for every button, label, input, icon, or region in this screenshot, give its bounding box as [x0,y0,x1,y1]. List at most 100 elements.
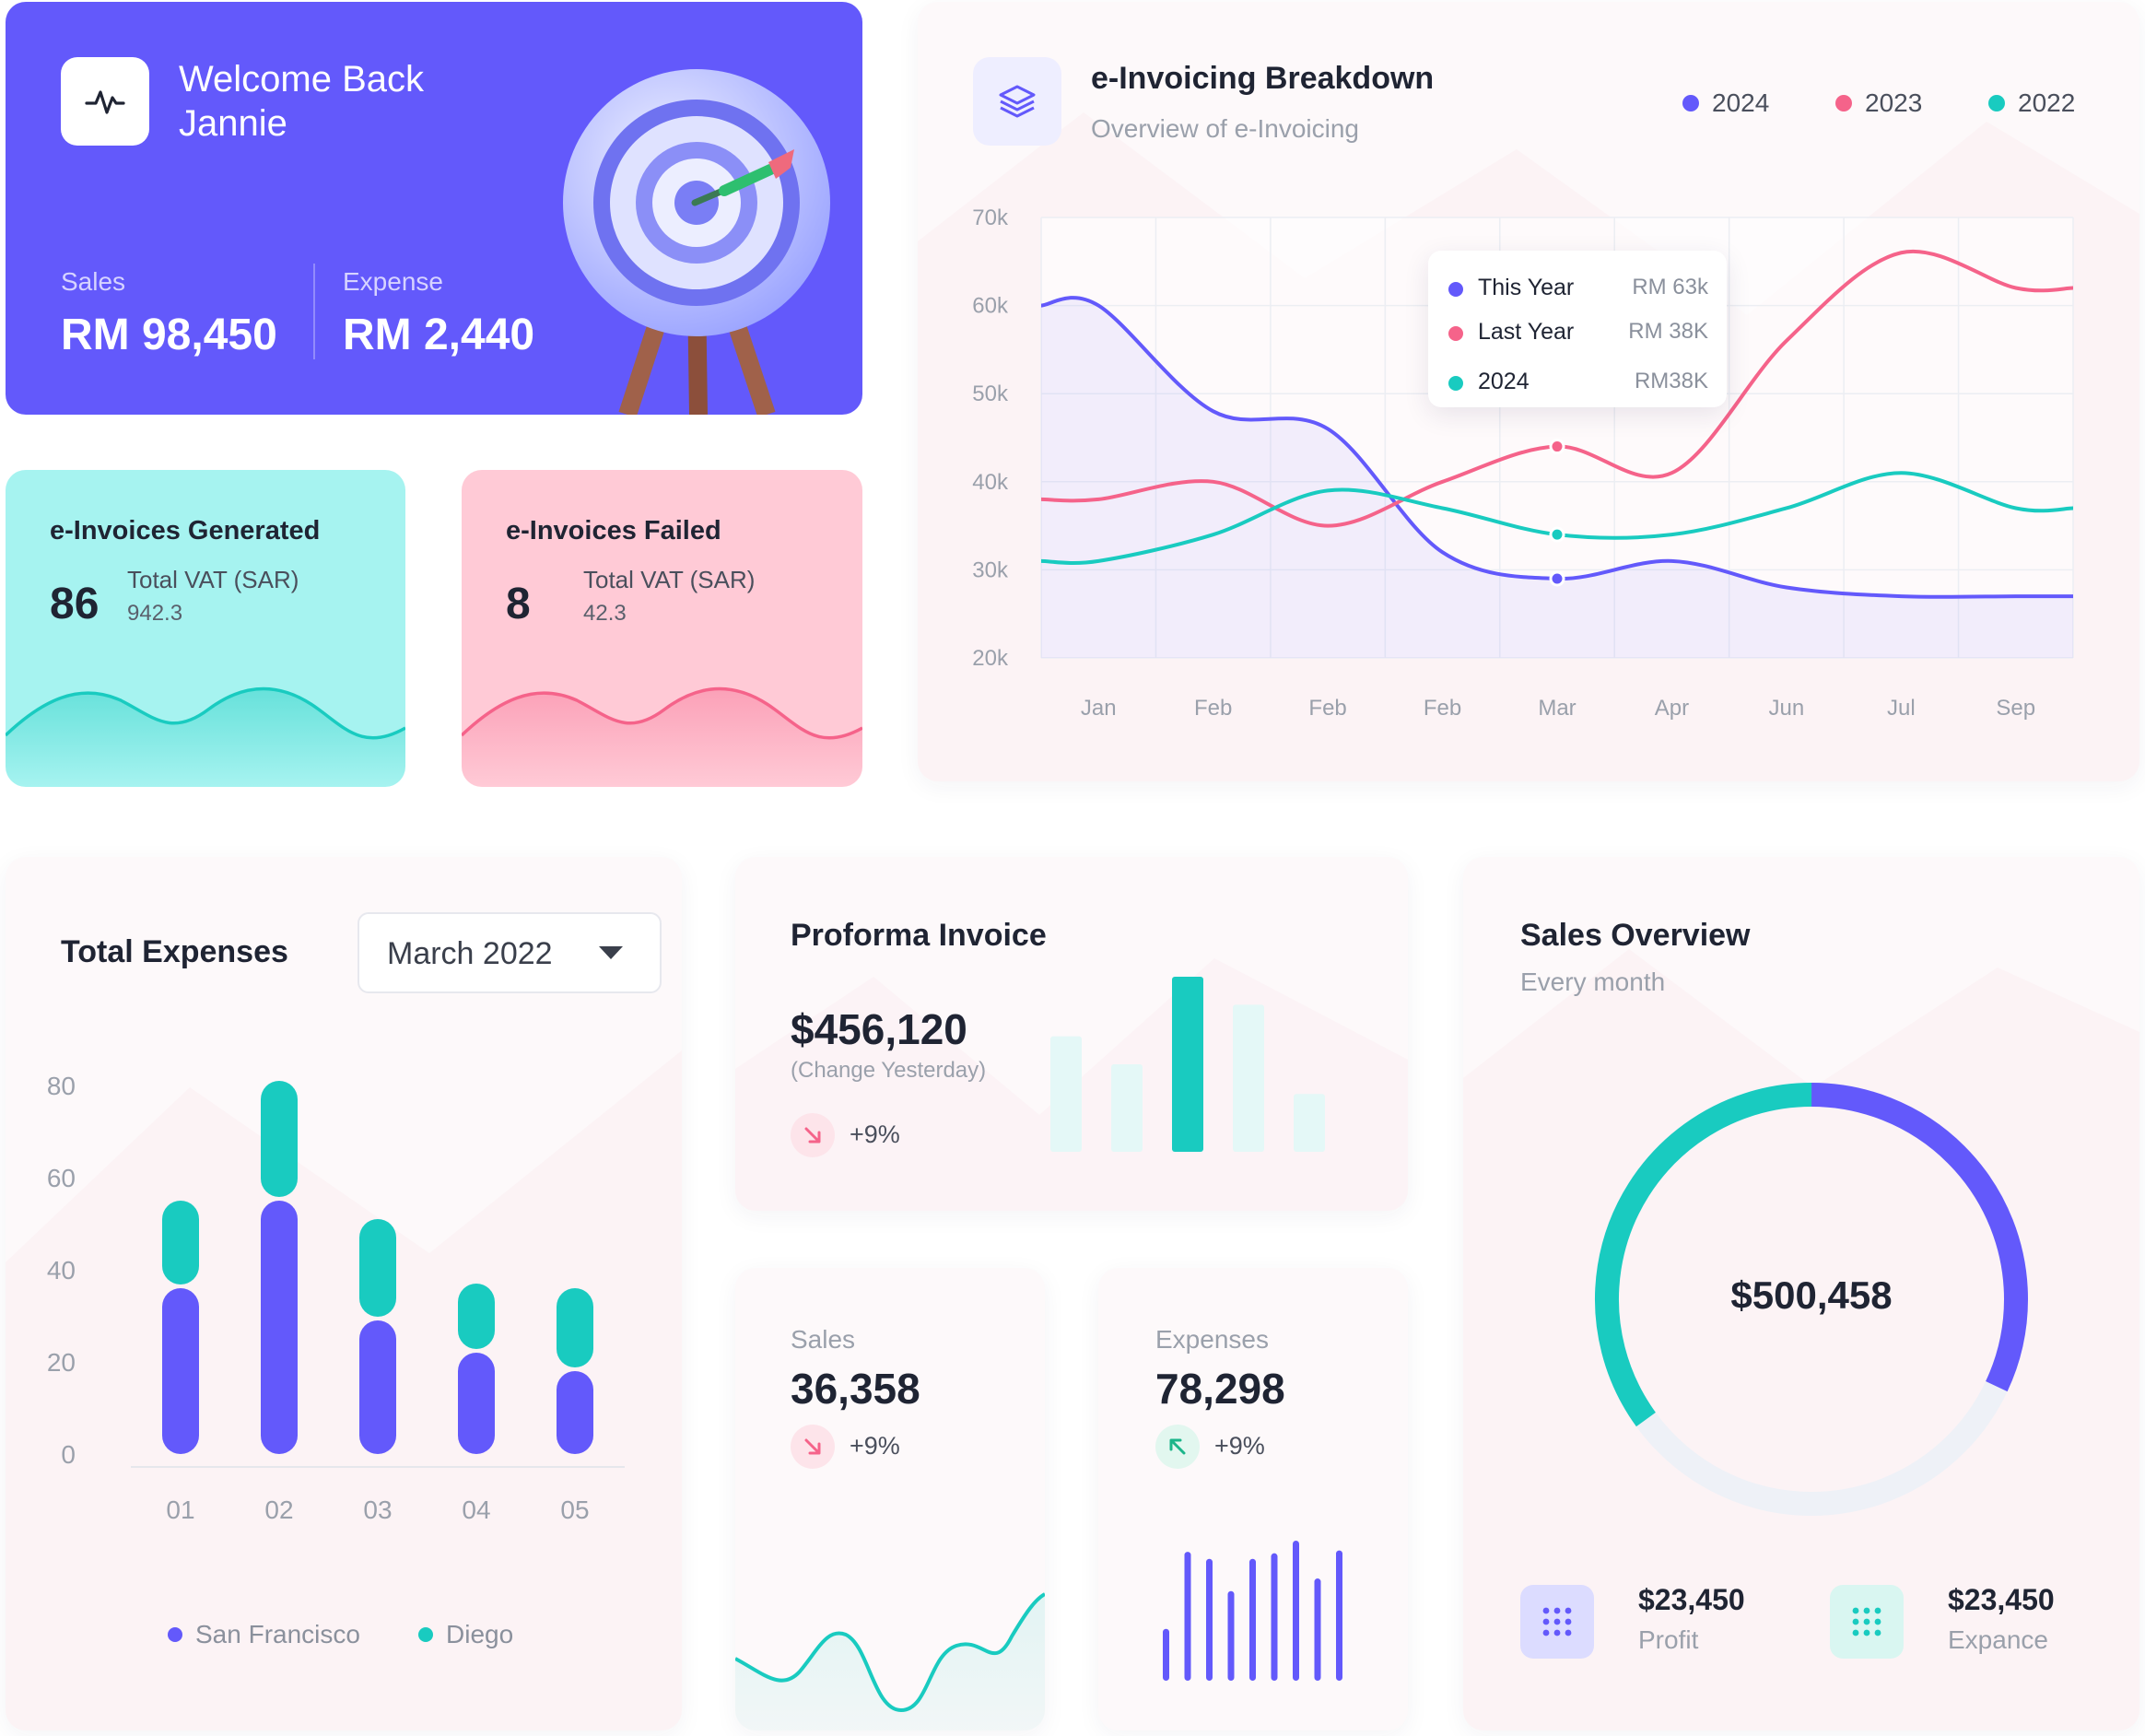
total-expenses-card: Total Expenses March 2022 0 20 40 60 80 01 02 0… [6,857,682,1730]
expense-bar [1227,1590,1235,1681]
expenses-title: Total Expenses [61,934,288,969]
bar-san-francisco [359,1320,396,1454]
generated-count: 86 [50,580,100,628]
arrow-up-left-icon [1169,1438,1186,1455]
tooltip-value: RM 38K [1628,319,1708,344]
legend-dot [168,1627,182,1642]
bar-diego [458,1284,495,1349]
x-tick-label: Jan [1081,696,1117,721]
failed-count: 8 [506,580,531,628]
failed-title: e-Invoices Failed [506,516,721,545]
breakdown-title: e-Invoicing Breakdown [1091,61,1435,96]
bar-diego [359,1219,396,1317]
expense-bar [1293,1541,1299,1681]
sales-donut-chart [1595,1083,2029,1516]
y-tick-label: 60k [972,294,1009,319]
month-dropdown[interactable]: March 2022 [358,912,662,993]
proforma-bar-chart [1050,977,1325,1152]
generated-vat-label: Total VAT (SAR) [127,566,299,593]
bar-diego [261,1081,298,1197]
expenses-mini-card: Expenses 78,298 +9% [1098,1268,1408,1730]
y-tick-label: 40 [47,1256,76,1284]
series-line-2024 [1040,296,2073,599]
welcome-name: Jannie [179,103,287,144]
x-tick-label: 05 [560,1496,589,1524]
target-illustration [563,69,830,415]
proforma-bar [1111,1064,1143,1152]
series-marker-2024 [1549,570,1565,587]
sales-overview-title: Sales Overview [1520,918,1751,953]
generated-title: e-Invoices Generated [50,516,321,545]
sales-mini-label: Sales [791,1325,856,1354]
tooltip-label: 2024 [1478,369,1530,394]
sales-mini-card: Sales 36,358 +9% [735,1268,1045,1730]
bar-san-francisco [458,1353,495,1454]
expense-bar [1336,1550,1342,1681]
expenses-mini-label: Expenses [1155,1325,1269,1354]
sales-overview-subtitle: Every month [1520,968,1666,996]
proforma-bar-active [1172,977,1203,1152]
legend-label: 2022 [2018,88,2076,117]
generated-vat-value: 942.3 [127,601,183,626]
sales-label: Sales [61,267,126,296]
legend-label: 2024 [1712,88,1770,117]
x-tick-label: 01 [166,1496,194,1524]
legend-dot [1682,95,1699,111]
legend-dot [418,1627,433,1642]
y-tick-label: 80 [47,1072,76,1100]
x-tick-label: Mar [1538,696,1576,721]
tooltip-dot [1448,282,1463,297]
legend-label: Diego [446,1620,514,1648]
tooltip-dot [1448,376,1463,391]
expance-value: $23,450 [1948,1583,2055,1616]
series-marker-2023 [1549,439,1565,455]
failed-vat-value: 42.3 [583,601,627,626]
app-logo[interactable] [61,57,149,146]
expense-label: Expense [343,267,443,296]
expense-bar [1206,1558,1213,1681]
bar-san-francisco [162,1288,199,1454]
expense-bar [1249,1558,1256,1681]
expenses-bar-chart: 0 20 40 60 80 01 02 03 04 05 [47,1072,625,1524]
layers-icon [999,85,1036,118]
legend-2022: 2022 [1988,88,2075,118]
proforma-value: $456,120 [791,1005,967,1053]
failed-sparkline [462,686,862,787]
legend-2023: 2023 [1835,88,1922,118]
invoices-failed-card: e-Invoices Failed 8 Total VAT (SAR) 42.3 [462,470,862,787]
failed-vat-label: Total VAT (SAR) [583,566,756,593]
bar-san-francisco [261,1201,298,1454]
series-marker-2022 [1549,526,1565,543]
legend-2024: 2024 [1682,88,1769,118]
bar-diego [557,1288,593,1367]
series-area [1041,298,2073,658]
x-tick-label: Jul [1887,696,1916,721]
tooltip-label: This Year [1478,275,1575,300]
proforma-bar [1050,1036,1082,1152]
breakdown-subtitle: Overview of e-Invoicing [1091,114,1360,143]
grid-dots-icon [1852,1607,1881,1636]
proforma-change-badge [791,1113,835,1157]
tooltip-row-last-year: Last Year RM 38K [1448,317,1716,350]
breakdown-icon-tile [973,57,1061,146]
tooltip-row-this-year: This Year RM 63k [1448,273,1716,306]
chevron-down-icon [599,946,623,959]
profit-label: Profit [1638,1625,1699,1654]
x-tick-label: Sep [1996,696,2035,721]
arrow-down-right-icon [804,1127,821,1144]
y-tick-label: 70k [972,205,1009,230]
series-line-2023 [1040,249,2074,528]
expenses-mini-value: 78,298 [1155,1365,1285,1413]
sales-change-badge [791,1425,835,1469]
tooltip-row-2024: 2024 RM38K [1448,367,1716,400]
legend-label: 2023 [1865,88,1923,117]
sales-value: RM 98,450 [61,311,277,359]
expance-label: Expance [1948,1625,2048,1654]
sales-wave-chart [735,1592,1045,1730]
tooltip-dot [1448,326,1463,341]
expenses-change-badge [1155,1425,1200,1469]
y-tick-label: 0 [61,1440,76,1469]
x-tick-label: Apr [1655,696,1689,721]
donut-total: $500,458 [1730,1273,1893,1317]
month-dropdown-value: March 2022 [387,936,553,971]
